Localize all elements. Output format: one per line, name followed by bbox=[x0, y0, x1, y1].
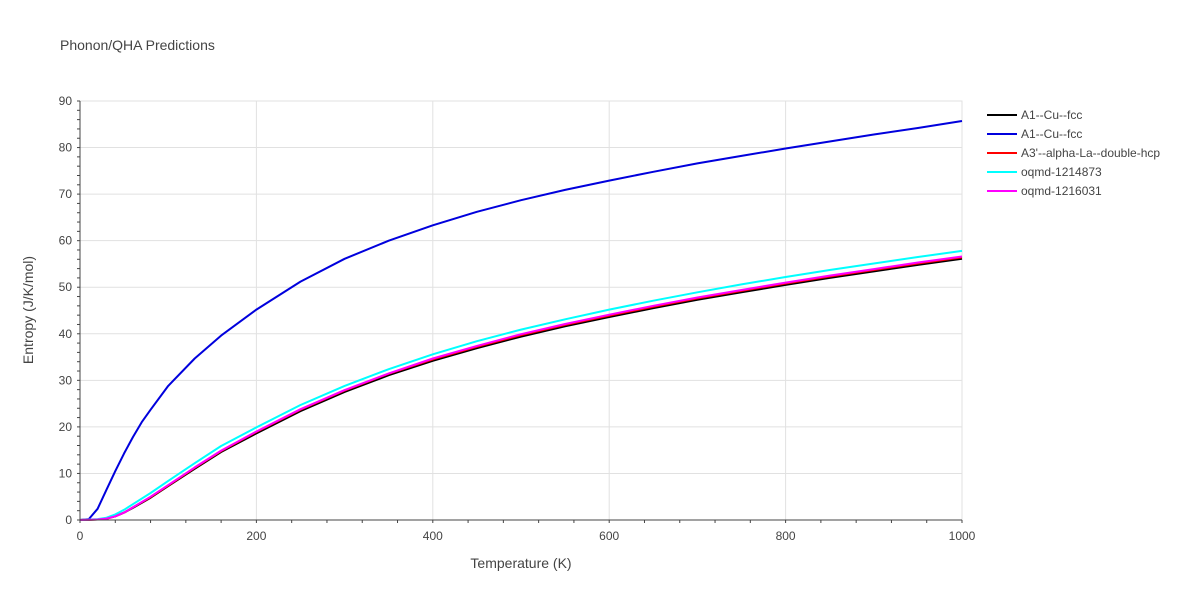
y-tick-label: 0 bbox=[65, 513, 72, 527]
legend-label: A1--Cu--fcc bbox=[1021, 127, 1082, 141]
y-tick-label: 30 bbox=[59, 373, 73, 387]
legend-label: A1--Cu--fcc bbox=[1021, 108, 1082, 122]
legend-label: A3'--alpha-La--double-hcp bbox=[1021, 146, 1160, 160]
legend-item-5[interactable]: oqmd-1216031 bbox=[987, 184, 1102, 198]
grid bbox=[79, 100, 963, 521]
legend-item-4[interactable]: oqmd-1214873 bbox=[987, 165, 1102, 179]
series-line-3[interactable] bbox=[79, 256, 963, 521]
x-tick-label: 400 bbox=[423, 529, 443, 543]
y-axis-title: Entropy (J/K/mol) bbox=[20, 256, 36, 364]
y-tick-label: 60 bbox=[59, 234, 73, 248]
series-line-5[interactable] bbox=[79, 255, 963, 521]
legend[interactable]: A1--Cu--fcc A1--Cu--fcc A3'--alpha-La--dou… bbox=[987, 108, 1160, 198]
legend-item-1[interactable]: A1--Cu--fcc bbox=[987, 108, 1082, 122]
y-tick-label: 40 bbox=[59, 327, 73, 341]
x-tick-label: 0 bbox=[77, 529, 84, 543]
axes: 0 10 20 30 40 50 60 70 80 90 0 200 400 600 800 1000 bbox=[59, 94, 976, 543]
x-tick-label: 800 bbox=[776, 529, 796, 543]
x-tick-label: 1000 bbox=[949, 529, 976, 543]
legend-item-2[interactable]: A1--Cu--fcc bbox=[987, 127, 1082, 141]
x-axis-title: Temperature (K) bbox=[470, 555, 571, 571]
chart-title: Phonon/QHA Predictions bbox=[60, 37, 215, 53]
plot-area bbox=[79, 120, 963, 521]
legend-item-3[interactable]: A3'--alpha-La--double-hcp bbox=[987, 146, 1160, 160]
legend-label: oqmd-1216031 bbox=[1021, 184, 1102, 198]
y-tick-label: 50 bbox=[59, 280, 73, 294]
x-tick-label: 200 bbox=[246, 529, 266, 543]
series-line-4[interactable] bbox=[79, 249, 963, 521]
y-tick-label: 80 bbox=[59, 141, 73, 155]
y-tick-label: 20 bbox=[59, 420, 73, 434]
y-tick-label: 90 bbox=[59, 94, 73, 108]
x-tick-label: 600 bbox=[599, 529, 619, 543]
y-tick-label: 10 bbox=[59, 466, 73, 480]
series-line-1[interactable] bbox=[79, 257, 963, 521]
y-tick-label: 70 bbox=[59, 187, 73, 201]
legend-label: oqmd-1214873 bbox=[1021, 165, 1102, 179]
series-line-2[interactable] bbox=[79, 120, 963, 521]
